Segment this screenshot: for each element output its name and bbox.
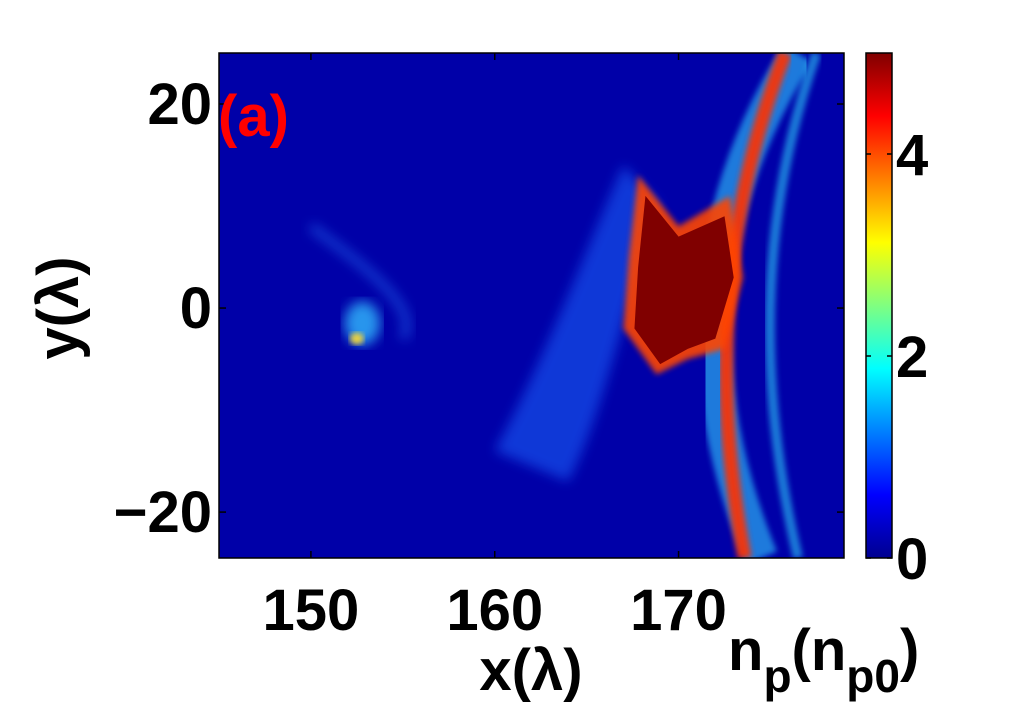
trailing-bunch-core (349, 332, 364, 345)
diffuse-wake (494, 165, 661, 482)
colorbar-label-sub: p (763, 650, 791, 702)
colorbar-label-paren: (n (792, 618, 847, 683)
x-tick-label: 170 (630, 578, 727, 643)
x-axis-label: x(λ) (479, 638, 582, 703)
colorbar-label: np(np0) (728, 618, 919, 702)
heatmap-plot-area (218, 52, 845, 559)
colorbar: 0 2 4 (865, 52, 928, 592)
y-axis-ticks: −20 0 20 (114, 72, 844, 545)
colorbar-label-close: ) (900, 618, 919, 683)
panel-label: (a) (218, 84, 289, 149)
colorbar-tick-label: 2 (896, 325, 928, 390)
dense-core (634, 195, 734, 365)
colorbar-gradient (865, 52, 893, 559)
shock-front-outer-ring (764, 53, 822, 558)
colorbar-label-base: n (728, 618, 763, 683)
svg-text:np(np0): np(np0) (728, 618, 919, 702)
plot-frame (218, 52, 845, 559)
trailing-filament (308, 223, 411, 341)
colorbar-ticks: 0 2 4 (866, 123, 928, 592)
colorbar-tick-label: 0 (896, 527, 928, 592)
colorbar-label-paren-sub: p0 (846, 650, 900, 702)
y-tick-label: −20 (114, 480, 212, 545)
x-axis-ticks: 150 160 170 (263, 53, 727, 643)
x-tick-label: 150 (263, 578, 360, 643)
y-tick-label: 20 (147, 72, 212, 137)
x-tick-label: 160 (446, 578, 543, 643)
y-tick-label: 0 (180, 276, 212, 341)
y-axis-label: y(λ) (26, 256, 91, 359)
colorbar-tick-label: 4 (896, 123, 928, 188)
